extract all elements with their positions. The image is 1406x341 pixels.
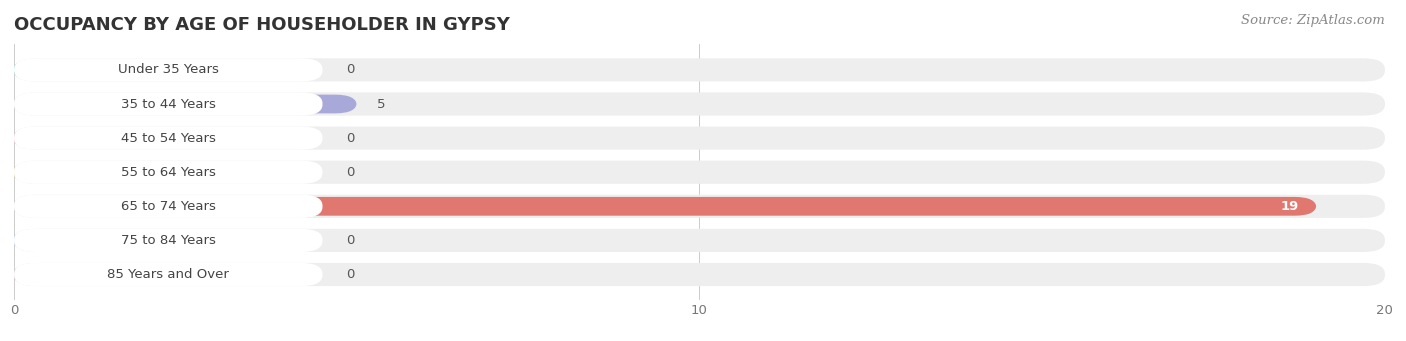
Text: 75 to 84 Years: 75 to 84 Years [121,234,215,247]
Text: 0: 0 [346,132,354,145]
Text: 5: 5 [377,98,385,110]
FancyBboxPatch shape [14,94,357,113]
FancyBboxPatch shape [14,92,1385,116]
Text: OCCUPANCY BY AGE OF HOUSEHOLDER IN GYPSY: OCCUPANCY BY AGE OF HOUSEHOLDER IN GYPSY [14,16,510,34]
FancyBboxPatch shape [14,127,1385,150]
Text: 0: 0 [346,234,354,247]
FancyBboxPatch shape [14,161,1385,184]
Text: 45 to 54 Years: 45 to 54 Years [121,132,215,145]
Text: 0: 0 [346,268,354,281]
FancyBboxPatch shape [14,195,1385,218]
Text: 35 to 44 Years: 35 to 44 Years [121,98,215,110]
Text: 19: 19 [1281,200,1299,213]
FancyBboxPatch shape [14,263,322,286]
FancyBboxPatch shape [14,195,322,218]
FancyBboxPatch shape [14,129,90,147]
Text: 0: 0 [346,166,354,179]
FancyBboxPatch shape [14,263,1385,286]
Text: 55 to 64 Years: 55 to 64 Years [121,166,215,179]
FancyBboxPatch shape [14,161,322,184]
FancyBboxPatch shape [14,229,322,252]
Text: Under 35 Years: Under 35 Years [118,63,219,76]
FancyBboxPatch shape [14,127,322,150]
FancyBboxPatch shape [14,265,90,284]
FancyBboxPatch shape [14,231,90,250]
Text: Source: ZipAtlas.com: Source: ZipAtlas.com [1241,14,1385,27]
Text: 0: 0 [346,63,354,76]
FancyBboxPatch shape [14,197,1316,216]
Text: 65 to 74 Years: 65 to 74 Years [121,200,215,213]
FancyBboxPatch shape [14,58,322,81]
FancyBboxPatch shape [14,92,322,116]
Text: 85 Years and Over: 85 Years and Over [107,268,229,281]
FancyBboxPatch shape [14,58,1385,81]
FancyBboxPatch shape [14,163,90,181]
FancyBboxPatch shape [14,61,90,79]
FancyBboxPatch shape [14,229,1385,252]
